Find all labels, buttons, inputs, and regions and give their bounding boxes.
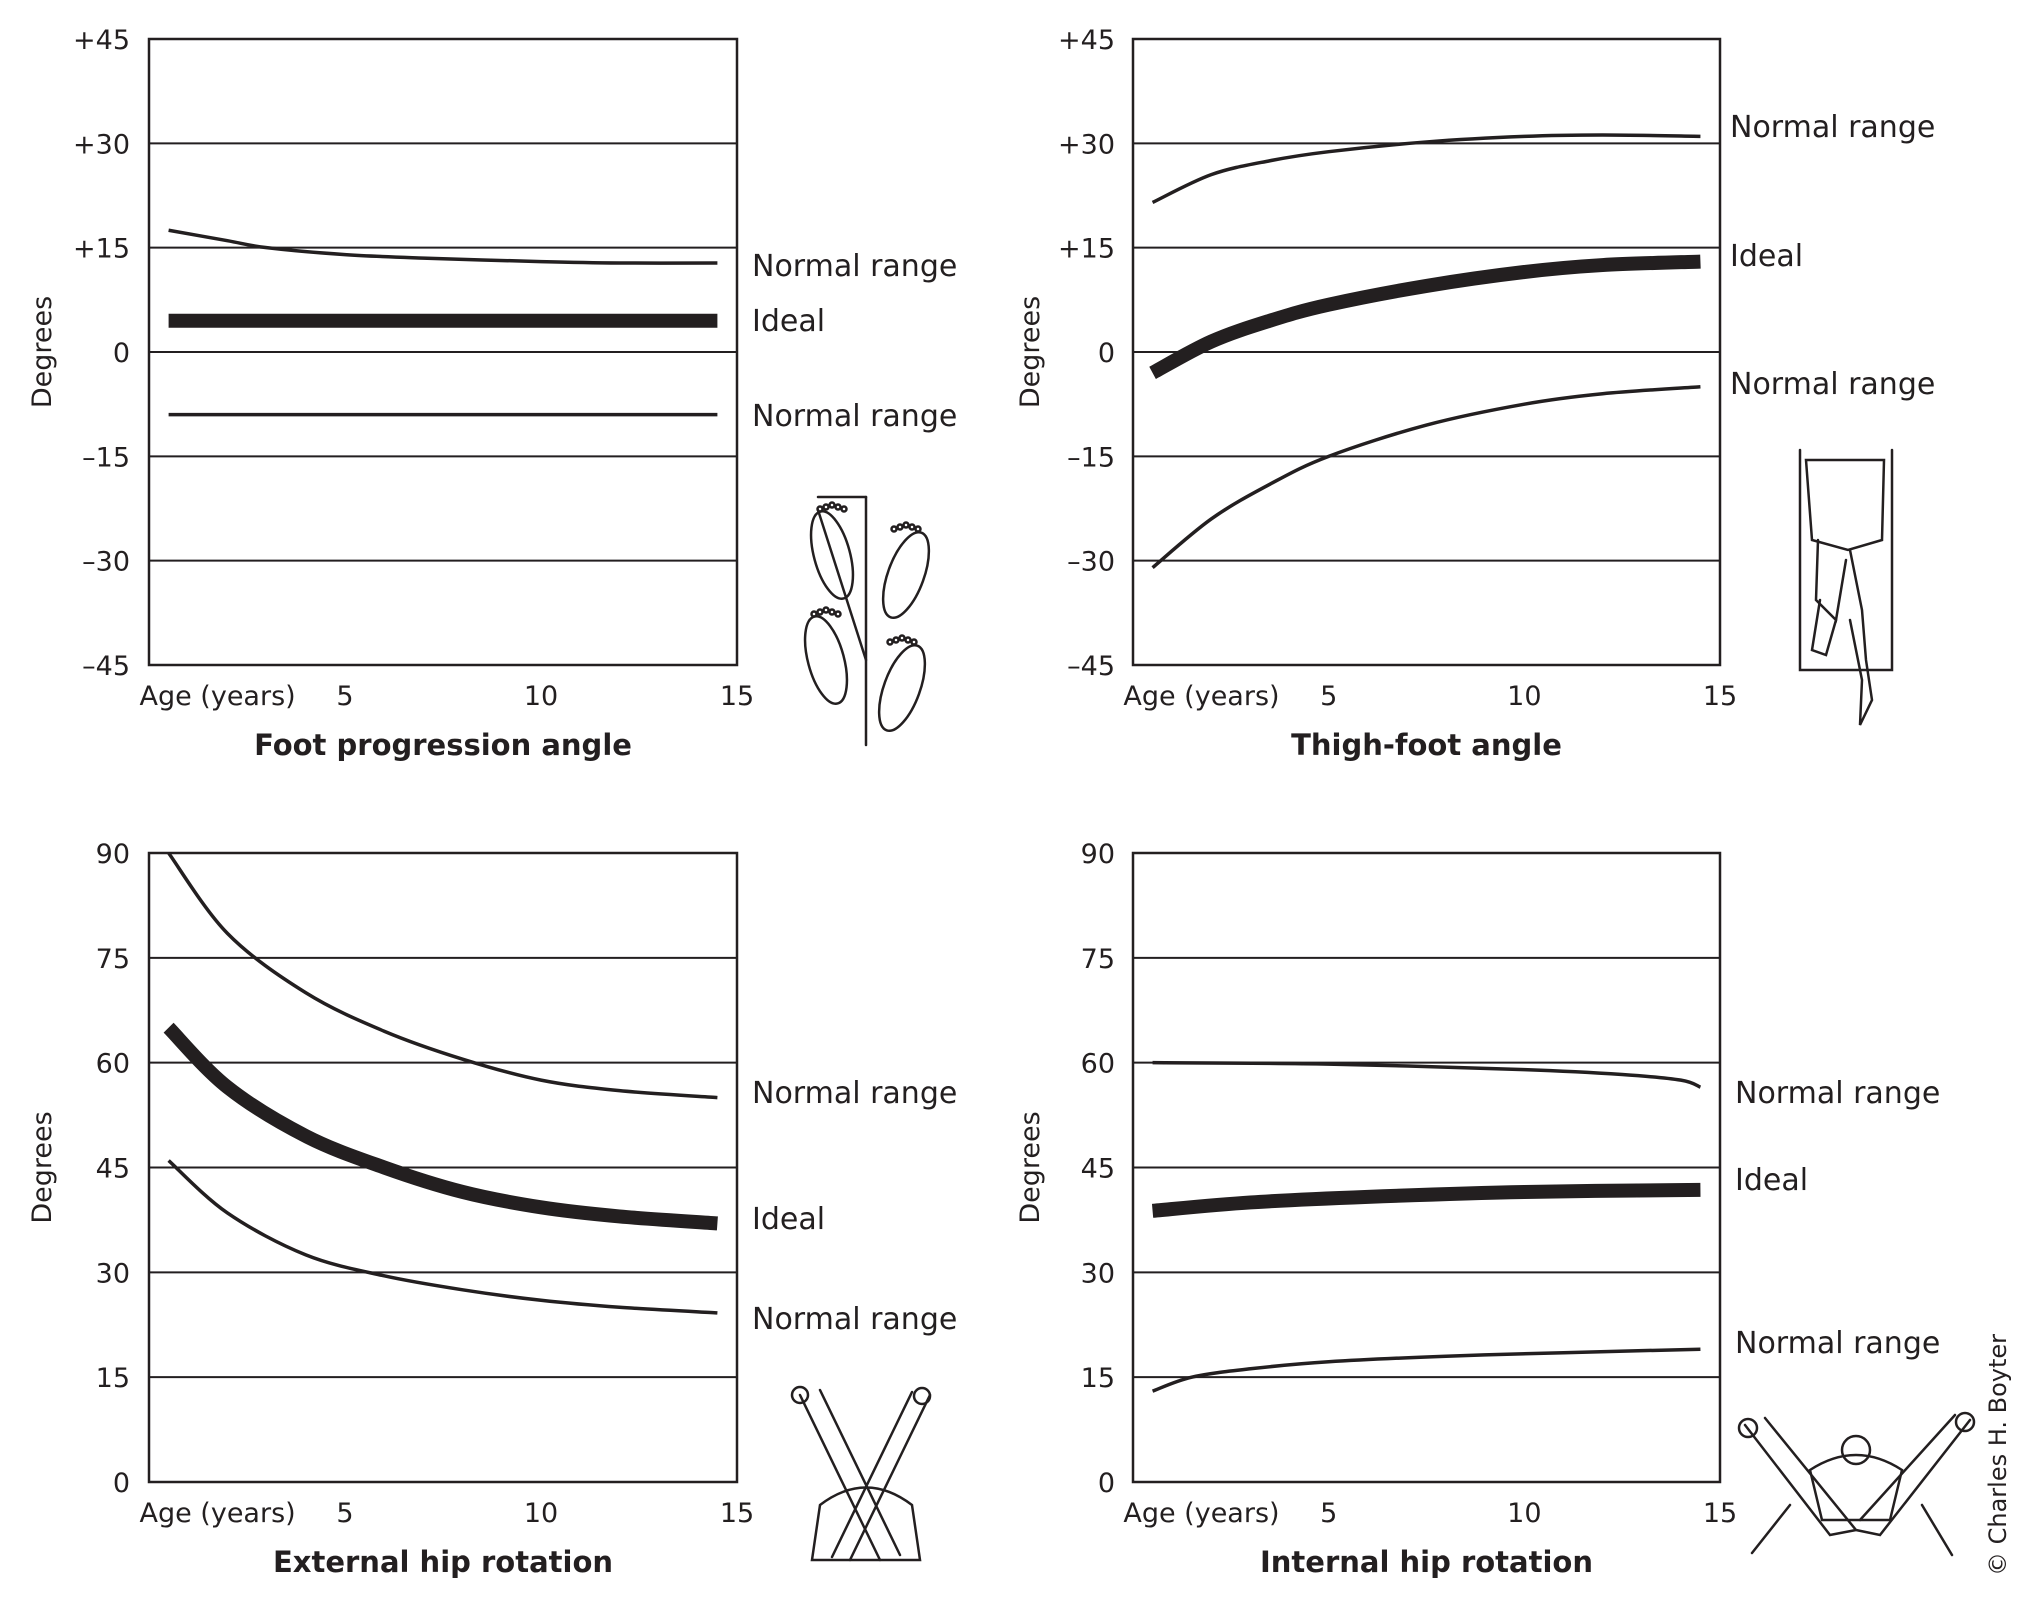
internal-rotation-legs-icon xyxy=(1737,1411,1976,1557)
series-label-lower: Normal range xyxy=(752,1302,957,1337)
x-tick-label: 15 xyxy=(1703,1498,1737,1529)
y-tick-label: 60 xyxy=(96,1049,130,1080)
y-axis-label: Degrees xyxy=(27,1111,58,1223)
y-tick-label: –45 xyxy=(1067,651,1115,682)
y-tick-label: 30 xyxy=(96,1258,130,1289)
series-line-ideal xyxy=(1149,254,1701,380)
y-axis-label: Degrees xyxy=(1015,1111,1046,1223)
chart-title: Internal hip rotation xyxy=(1260,1545,1593,1579)
plot-frame xyxy=(147,37,739,667)
y-tick-label: +30 xyxy=(73,129,130,160)
series-label-ideal: Ideal xyxy=(1730,239,1803,274)
series-label-lower: Normal range xyxy=(1730,367,1935,402)
y-tick-label: 0 xyxy=(113,1468,130,1499)
y-tick-label: 45 xyxy=(1081,1154,1115,1185)
plot-frame xyxy=(147,851,739,1484)
plot-frame xyxy=(1131,851,1722,1484)
series-line-lower xyxy=(1151,1347,1701,1393)
series-label-lower: Normal range xyxy=(1735,1326,1940,1361)
chart-panel: 90 75 60 45 30 15 0 Age (years) 5 10 15 Internal hi… xyxy=(1015,839,1940,1579)
y-tick-label: 60 xyxy=(1081,1049,1115,1080)
x-tick-label: 15 xyxy=(720,681,754,712)
y-tick-label: –15 xyxy=(1067,442,1115,473)
plot-frame xyxy=(1131,37,1722,667)
y-axis-label: Degrees xyxy=(1015,296,1046,408)
copyright-text: © Charles H. Boyter xyxy=(1984,1334,2012,1576)
y-tick-label: 75 xyxy=(96,944,130,975)
y-tick-label: 0 xyxy=(113,338,130,369)
x-tick-label: 15 xyxy=(1703,681,1737,712)
series-label-ideal: Ideal xyxy=(752,1202,825,1237)
chart-panel: +45 +30 +15 0 –15 –30 –45 Age (years) 5 10 15 Thigh… xyxy=(1015,25,1935,762)
series-line-upper xyxy=(167,851,718,1100)
series-line-ideal xyxy=(163,1022,718,1231)
series-label-upper: Normal range xyxy=(752,1076,957,1111)
x-tick-label: 5 xyxy=(336,681,353,712)
series-label-lower: Normal range xyxy=(752,399,957,434)
y-tick-label: 0 xyxy=(1098,338,1115,369)
x-tick-label: 5 xyxy=(1320,681,1337,712)
y-tick-label: 15 xyxy=(96,1363,130,1394)
x-tick-label: 10 xyxy=(524,1498,558,1529)
x-tick-label: 10 xyxy=(524,681,558,712)
y-tick-label: 30 xyxy=(1081,1258,1115,1289)
x-axis-label: Age (years) xyxy=(140,1498,296,1529)
y-tick-label: 45 xyxy=(96,1154,130,1185)
x-axis-label: Age (years) xyxy=(1123,681,1279,712)
y-tick-label: –30 xyxy=(1067,547,1115,578)
series-line-lower xyxy=(167,1159,718,1315)
prone-leg-icon xyxy=(1798,448,1894,726)
y-tick-label: 75 xyxy=(1081,944,1115,975)
chart-panel: +45 +30 +15 0 –15 –30 –45 Age (years) 5 10 15 Foot … xyxy=(27,25,957,762)
x-tick-label: 5 xyxy=(1320,1498,1337,1529)
y-tick-label: –45 xyxy=(82,651,130,682)
series-line-upper xyxy=(1152,1060,1702,1089)
y-tick-label: +30 xyxy=(1058,129,1115,160)
y-tick-label: 90 xyxy=(1081,839,1115,870)
feet-footprints-icon xyxy=(803,495,931,747)
series-label-upper: Normal range xyxy=(752,249,957,284)
series-label-upper: Normal range xyxy=(1735,1076,1940,1111)
y-tick-label: –30 xyxy=(82,547,130,578)
x-tick-label: 10 xyxy=(1507,681,1541,712)
y-tick-label: –15 xyxy=(82,442,130,473)
x-tick-label: 10 xyxy=(1507,1498,1541,1529)
external-rotation-legs-icon xyxy=(790,1385,932,1562)
series-label-ideal: Ideal xyxy=(752,304,825,339)
x-axis-label: Age (years) xyxy=(140,681,296,712)
x-tick-label: 5 xyxy=(336,1498,353,1529)
y-axis-label: Degrees xyxy=(27,296,58,408)
chart-title: Thigh-foot angle xyxy=(1291,728,1562,762)
y-tick-label: 15 xyxy=(1081,1363,1115,1394)
y-tick-label: +15 xyxy=(1058,234,1115,265)
series-label-ideal: Ideal xyxy=(1735,1163,1808,1198)
series-line-ideal xyxy=(1151,1182,1701,1218)
series-line-lower xyxy=(1151,385,1701,569)
chart-panel: 90 75 60 45 30 15 0 Age (years) 5 10 15 External hi… xyxy=(27,839,957,1579)
x-axis-label: Age (years) xyxy=(1123,1498,1279,1529)
series-line-upper xyxy=(168,228,718,265)
y-tick-label: 90 xyxy=(96,839,130,870)
y-tick-label: +45 xyxy=(1058,25,1115,56)
series-label-upper: Normal range xyxy=(1730,110,1935,145)
chart-title: Foot progression angle xyxy=(254,728,632,762)
y-tick-label: +15 xyxy=(73,234,130,265)
x-tick-label: 15 xyxy=(720,1498,754,1529)
y-tick-label: +45 xyxy=(73,25,130,56)
y-tick-label: 0 xyxy=(1098,1468,1115,1499)
series-line-upper xyxy=(1151,133,1701,205)
chart-title: External hip rotation xyxy=(273,1545,613,1579)
